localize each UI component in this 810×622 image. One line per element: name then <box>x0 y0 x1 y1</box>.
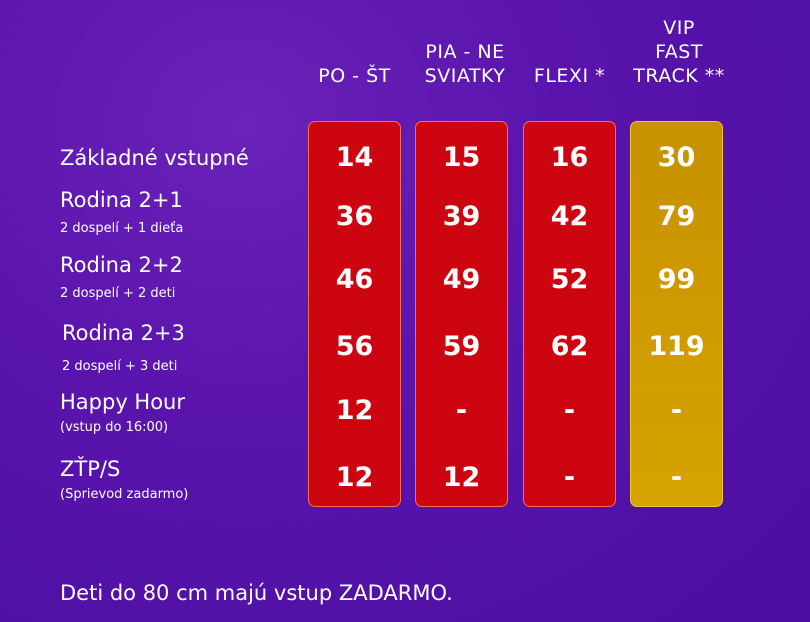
price-column-po-st: 14 36 46 56 12 12 <box>308 121 401 507</box>
price-cell: 99 <box>657 264 696 295</box>
row-sub-rodina-2-1: 2 dospelí + 1 dieťa <box>60 221 184 236</box>
price-cell: 12 <box>442 462 481 493</box>
column-header-flexi: FLEXI * <box>523 64 616 88</box>
row-label-zakladne: Základné vstupné <box>60 146 249 170</box>
price-cell: - <box>670 462 683 493</box>
footer-note: Deti do 80 cm majú vstup ZADARMO. <box>60 581 453 605</box>
price-cell: 30 <box>657 142 696 173</box>
price-cell: 42 <box>550 201 589 232</box>
price-cell: - <box>670 395 683 426</box>
row-sub-ztp-s: (Sprievod zadarmo) <box>60 487 189 502</box>
row-label-rodina-2-1: Rodina 2+1 <box>60 188 183 212</box>
price-cell: - <box>563 395 576 426</box>
price-cell: - <box>563 462 576 493</box>
row-label-ztp-s: ZŤP/S <box>60 457 121 481</box>
price-cell: 12 <box>335 462 374 493</box>
row-label-rodina-2-3: Rodina 2+3 <box>62 321 185 345</box>
column-header-po-st: PO - ŠT <box>308 64 401 88</box>
price-cell: 14 <box>335 142 374 173</box>
price-cell: 39 <box>442 201 481 232</box>
row-sub-happy-hour: (vstup do 16:00) <box>60 420 169 435</box>
column-header-line: FAST <box>655 41 703 63</box>
price-cell: 16 <box>550 142 589 173</box>
column-header-line: PIA - NE <box>425 41 505 63</box>
column-header-line: SVIATKY <box>424 65 506 87</box>
price-cell: 56 <box>335 331 374 362</box>
price-cell: - <box>455 395 468 426</box>
price-column-flexi: 16 42 52 62 - - <box>523 121 616 507</box>
column-header-pia-ne-sviatky: PIA - NE SVIATKY <box>410 40 520 88</box>
price-cell: 15 <box>442 142 481 173</box>
price-cell: 46 <box>335 264 374 295</box>
price-column-pia-ne-sviatky: 15 39 49 59 - 12 <box>415 121 508 507</box>
price-cell: 12 <box>335 395 374 426</box>
price-cell: 119 <box>648 331 705 362</box>
price-cell: 79 <box>657 201 696 232</box>
price-cell: 49 <box>442 264 481 295</box>
row-sub-rodina-2-2: 2 dospelí + 2 deti <box>60 286 176 301</box>
price-cell: 36 <box>335 201 374 232</box>
price-column-vip-fast-track: 30 79 99 119 - - <box>630 121 723 507</box>
row-label-rodina-2-2: Rodina 2+2 <box>60 253 183 277</box>
row-sub-rodina-2-3: 2 dospelí + 3 deti <box>62 359 178 374</box>
column-header-line: PO - ŠT <box>318 65 391 87</box>
column-header-line: FLEXI * <box>533 65 606 87</box>
row-label-happy-hour: Happy Hour <box>60 390 186 414</box>
price-cell: 59 <box>442 331 481 362</box>
price-cell: 52 <box>550 264 589 295</box>
column-header-vip-fast-track: VIP FAST TRACK ** <box>624 16 734 88</box>
price-cell: 62 <box>550 331 589 362</box>
column-header-line: TRACK ** <box>633 65 725 87</box>
column-header-line: VIP <box>663 17 695 39</box>
